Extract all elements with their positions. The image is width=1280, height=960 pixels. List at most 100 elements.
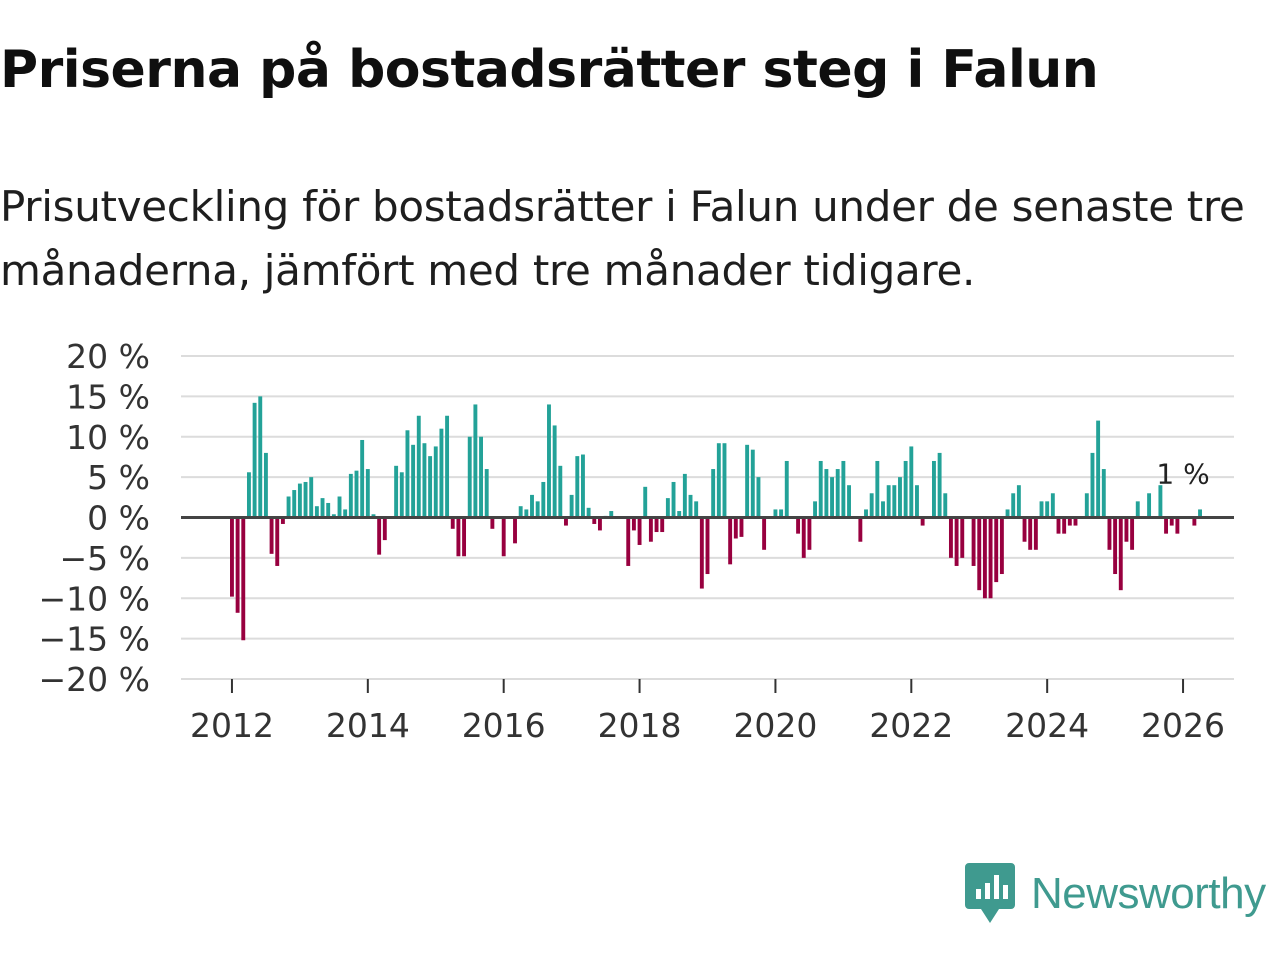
bar bbox=[490, 517, 495, 529]
bar bbox=[745, 444, 750, 518]
bar bbox=[869, 493, 874, 518]
bar bbox=[665, 498, 670, 518]
bar bbox=[1169, 517, 1174, 526]
bar bbox=[733, 517, 738, 539]
bar bbox=[999, 517, 1004, 575]
bar bbox=[360, 439, 365, 518]
bar bbox=[309, 477, 314, 518]
x-tick-label: 2020 bbox=[733, 706, 817, 745]
bar bbox=[728, 517, 733, 565]
bar bbox=[246, 472, 251, 518]
bar bbox=[835, 469, 840, 518]
bar bbox=[626, 517, 631, 566]
bar bbox=[954, 517, 959, 566]
bar bbox=[1198, 509, 1202, 518]
bar bbox=[722, 443, 727, 518]
bar bbox=[597, 517, 602, 531]
y-tick-label: 15 % bbox=[66, 377, 150, 416]
page-title: Priserna på bostadsrätter steg i Falun bbox=[0, 40, 1099, 100]
y-tick-label: 5 % bbox=[87, 458, 150, 497]
bar bbox=[286, 496, 291, 518]
bar bbox=[394, 465, 399, 518]
bar bbox=[1062, 517, 1067, 534]
bar bbox=[756, 477, 761, 518]
brand-name: Newsworthy bbox=[1031, 869, 1266, 918]
bar bbox=[994, 517, 999, 583]
bar bbox=[411, 444, 416, 518]
bar bbox=[552, 425, 557, 518]
annotations: 1 % bbox=[1156, 457, 1209, 490]
bar bbox=[824, 469, 829, 518]
bar bbox=[252, 402, 257, 518]
y-tick-label: −10 % bbox=[39, 579, 151, 618]
bar bbox=[898, 477, 902, 518]
bar bbox=[688, 494, 693, 518]
bar bbox=[1033, 517, 1038, 550]
bar bbox=[1124, 517, 1129, 542]
bar bbox=[280, 517, 285, 524]
bar bbox=[445, 415, 450, 518]
bar bbox=[581, 454, 585, 518]
bar bbox=[818, 460, 823, 518]
chart-subtitle: Prisutveckling för bostadsrätter i Falun… bbox=[0, 182, 1245, 295]
bars bbox=[230, 396, 1202, 641]
bar bbox=[909, 446, 914, 518]
bar bbox=[841, 460, 846, 518]
bar bbox=[462, 517, 467, 557]
bar bbox=[694, 501, 699, 518]
x-tick-label: 2026 bbox=[1141, 706, 1225, 745]
bar bbox=[988, 517, 993, 599]
bar bbox=[263, 452, 268, 518]
bar bbox=[354, 470, 359, 518]
bar bbox=[762, 517, 767, 550]
bar bbox=[813, 501, 818, 518]
bar bbox=[705, 517, 710, 575]
x-tick-label: 2018 bbox=[598, 706, 682, 745]
bar bbox=[1164, 517, 1169, 534]
bar bbox=[371, 514, 376, 518]
bar bbox=[711, 469, 716, 518]
bar bbox=[881, 501, 885, 518]
bar bbox=[784, 460, 789, 518]
bar bbox=[467, 436, 472, 518]
bar bbox=[1101, 469, 1106, 518]
bar bbox=[1096, 420, 1101, 518]
bar bbox=[433, 446, 438, 518]
bar bbox=[586, 507, 591, 518]
bar bbox=[830, 477, 834, 518]
bar bbox=[977, 517, 982, 591]
bar bbox=[660, 517, 665, 533]
bar bbox=[779, 509, 784, 518]
bar bbox=[501, 517, 506, 557]
bar bbox=[1113, 517, 1118, 575]
bar bbox=[1028, 517, 1033, 550]
x-tick-label: 2014 bbox=[326, 706, 410, 745]
bar bbox=[677, 511, 682, 518]
y-tick-label: 10 % bbox=[66, 418, 150, 457]
bar bbox=[343, 509, 348, 518]
bar bbox=[518, 506, 523, 518]
bar bbox=[699, 517, 704, 589]
bar bbox=[1135, 501, 1140, 518]
bar bbox=[982, 517, 987, 599]
bar bbox=[456, 517, 461, 557]
bar bbox=[479, 436, 483, 518]
bar bbox=[750, 449, 755, 518]
brand-footer: Newsworthy bbox=[965, 862, 1266, 926]
bar bbox=[1016, 485, 1021, 518]
bar bbox=[473, 404, 478, 518]
bar bbox=[337, 496, 342, 518]
bar bbox=[932, 460, 936, 518]
bar bbox=[1107, 517, 1112, 550]
bar bbox=[796, 517, 801, 534]
bar bbox=[1056, 517, 1061, 534]
bar bbox=[303, 481, 308, 518]
bar bbox=[416, 415, 421, 518]
y-tick-label: −15 % bbox=[39, 620, 151, 659]
bar bbox=[258, 396, 263, 518]
bar bbox=[1147, 493, 1152, 518]
x-axis: 2012 2014 2016 2018 2020 2022 2024 2026 bbox=[181, 678, 1234, 745]
bar bbox=[450, 517, 455, 529]
